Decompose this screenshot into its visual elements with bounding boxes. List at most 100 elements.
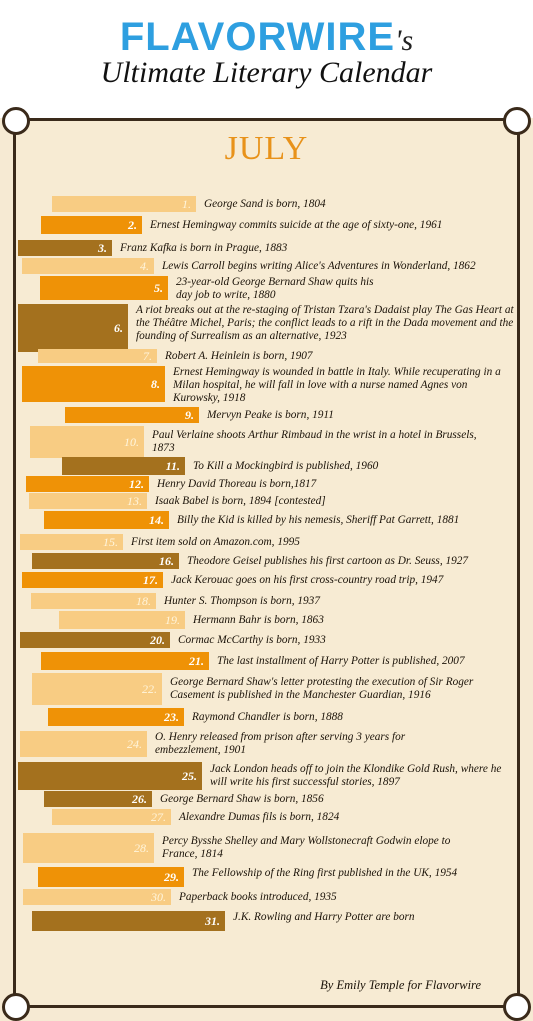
calendar-entry: 19. Hermann Bahr is born, 1863 — [0, 611, 533, 629]
day-number-bar: 6. — [18, 304, 128, 352]
day-number-bar: 31. — [32, 911, 225, 931]
day-number-bar: 13. — [29, 493, 147, 509]
day-number-bar: 14. — [44, 511, 169, 529]
brand-suffix: 's — [395, 24, 414, 57]
event-text: Paul Verlaine shoots Arthur Rimbaud in t… — [152, 429, 477, 454]
event-text: Billy the Kid is killed by his nemesis, … — [177, 513, 460, 526]
frame-corner-ornament — [503, 993, 531, 1021]
day-number-bar: 16. — [32, 553, 179, 569]
calendar-entry: 12. Henry David Thoreau is born,1817 — [0, 476, 533, 492]
day-number-bar: 9. — [65, 407, 199, 423]
subtitle: Ultimate Literary Calendar — [100, 56, 433, 89]
event-text: Ernest Hemingway is wounded in battle in… — [173, 366, 501, 404]
day-number-bar: 12. — [26, 476, 149, 492]
event-text: George Bernard Shaw's letter protesting … — [170, 676, 474, 701]
day-number-bar: 20. — [20, 632, 170, 648]
event-text: Hunter S. Thompson is born, 1937 — [164, 594, 320, 607]
calendar-entry: 13. Isaak Babel is born, 1894 [contested] — [0, 493, 533, 509]
event-text: To Kill a Mockingbird is published, 1960 — [193, 459, 379, 472]
day-number-bar: 24. — [20, 731, 147, 757]
event-text: Isaak Babel is born, 1894 [contested] — [155, 494, 326, 507]
day-number-bar: 19. — [59, 611, 185, 629]
calendar-entry: 25. Jack London heads off to join the Klo… — [0, 762, 533, 790]
calendar-entry: 31. J.K. Rowling and Harry Potter are bor… — [0, 911, 533, 931]
calendar-entry: 21. The last installment of Harry Potter … — [0, 652, 533, 670]
calendar-entry: 14. Billy the Kid is killed by his nemesi… — [0, 511, 533, 529]
event-text: Franz Kafka is born in Prague, 1883 — [120, 241, 288, 254]
event-text: A riot breaks out at the re-staging of T… — [136, 304, 514, 342]
event-text: Cormac McCarthy is born, 1933 — [178, 633, 326, 646]
calendar-entry: 30. Paperback books introduced, 1935 — [0, 889, 533, 905]
event-text: Ernest Hemingway commits suicide at the … — [150, 218, 443, 231]
calendar-entry: 3. Franz Kafka is born in Prague, 1883 — [0, 240, 533, 256]
day-number-bar: 25. — [18, 762, 202, 790]
calendar-entry: 7. Robert A. Heinlein is born, 1907 — [0, 349, 533, 363]
header: FLAVORWIRE's Ultimate Literary Calendar — [0, 0, 533, 118]
event-text: George Bernard Shaw is born, 1856 — [160, 792, 324, 805]
brand-title: FLAVORWIRE's — [0, 14, 533, 64]
event-text: George Sand is born, 1804 — [204, 197, 326, 210]
event-text: Hermann Bahr is born, 1863 — [193, 613, 324, 626]
day-number-bar: 15. — [20, 534, 123, 550]
calendar-entry: 17. Jack Kerouac goes on his first cross-… — [0, 572, 533, 588]
calendar-entry: 18. Hunter S. Thompson is born, 1937 — [0, 593, 533, 609]
event-text: Paperback books introduced, 1935 — [179, 890, 337, 903]
calendar-entry: 23. Raymond Chandler is born, 1888 — [0, 708, 533, 726]
day-number-bar: 21. — [41, 652, 209, 670]
day-number-bar: 11. — [62, 457, 185, 475]
event-text: Lewis Carroll begins writing Alice's Adv… — [162, 259, 476, 272]
calendar-entry: 6. A riot breaks out at the re-staging of… — [0, 304, 533, 352]
calendar-entry: 4. Lewis Carroll begins writing Alice's A… — [0, 258, 533, 274]
event-text: Henry David Thoreau is born,1817 — [157, 477, 317, 490]
day-number-bar: 1. — [52, 196, 196, 212]
day-number-bar: 23. — [48, 708, 184, 726]
frame-corner-ornament — [2, 107, 30, 135]
day-number-bar: 3. — [18, 240, 112, 256]
calendar-entry: 9. Mervyn Peake is born, 1911 — [0, 407, 533, 423]
day-number-bar: 18. — [31, 593, 156, 609]
day-number-bar: 7. — [38, 349, 157, 363]
brand-name: FLAVORWIRE — [119, 15, 396, 59]
calendar-entry: 27. Alexandre Dumas fils is born, 1824 — [0, 809, 533, 825]
frame-corner-ornament — [503, 107, 531, 135]
event-text: First item sold on Amazon.com, 1995 — [131, 535, 300, 548]
event-text: O. Henry released from prison after serv… — [155, 731, 406, 756]
credit-line: By Emily Temple for Flavorwire — [320, 978, 481, 992]
calendar-entry: 29. The Fellowship of the Ring first publ… — [0, 867, 533, 887]
calendar-entry: 1. George Sand is born, 1804 — [0, 196, 533, 212]
calendar-entry: 15. First item sold on Amazon.com, 1995 — [0, 534, 533, 550]
day-number-bar: 28. — [23, 833, 154, 863]
event-text: Mervyn Peake is born, 1911 — [207, 408, 334, 421]
day-number-bar: 5. — [40, 276, 168, 300]
event-text: J.K. Rowling and Harry Potter are born — [233, 911, 415, 923]
day-number-bar: 22. — [32, 673, 162, 705]
calendar-entry: 5. 23-year-old George Bernard Shaw quits … — [0, 276, 533, 301]
day-number-bar: 10. — [30, 426, 144, 458]
event-text: Theodore Geisel publishes his first cart… — [187, 554, 469, 567]
month-title: JULY — [224, 130, 309, 167]
event-text: Raymond Chandler is born, 1888 — [192, 710, 343, 723]
event-text: 23-year-old George Bernard Shaw quits hi… — [176, 276, 374, 301]
calendar-entry: 2. Ernest Hemingway commits suicide at th… — [0, 216, 533, 234]
calendar-entry: 28. Percy Bysshe Shelley and Mary Wollsto… — [0, 833, 533, 863]
calendar-entry: 26. George Bernard Shaw is born, 1856 — [0, 791, 533, 807]
calendar-entry: 22. George Bernard Shaw's letter protesti… — [0, 673, 533, 705]
day-number-bar: 4. — [22, 258, 154, 274]
event-text: The last installment of Harry Potter is … — [217, 654, 465, 667]
event-text: Jack London heads off to join the Klondi… — [210, 763, 502, 788]
frame-corner-ornament — [2, 993, 30, 1021]
calendar-entry: 20. Cormac McCarthy is born, 1933 — [0, 632, 533, 648]
day-number-bar: 2. — [41, 216, 142, 234]
calendar-entry: 8. Ernest Hemingway is wounded in battle … — [0, 366, 533, 404]
calendar-entry: 11. To Kill a Mockingbird is published, 1… — [0, 457, 533, 475]
day-number-bar: 26. — [44, 791, 152, 807]
day-number-bar: 17. — [22, 572, 163, 588]
day-number-bar: 27. — [52, 809, 171, 825]
day-number-bar: 8. — [22, 366, 165, 402]
day-number-bar: 30. — [23, 889, 171, 905]
event-text: Percy Bysshe Shelley and Mary Wollstonec… — [162, 835, 451, 860]
calendar-entry: 16. Theodore Geisel publishes his first c… — [0, 553, 533, 569]
event-text: Jack Kerouac goes on his first cross-cou… — [171, 573, 444, 586]
event-text: Robert A. Heinlein is born, 1907 — [165, 349, 313, 362]
day-number-bar: 29. — [38, 867, 184, 887]
